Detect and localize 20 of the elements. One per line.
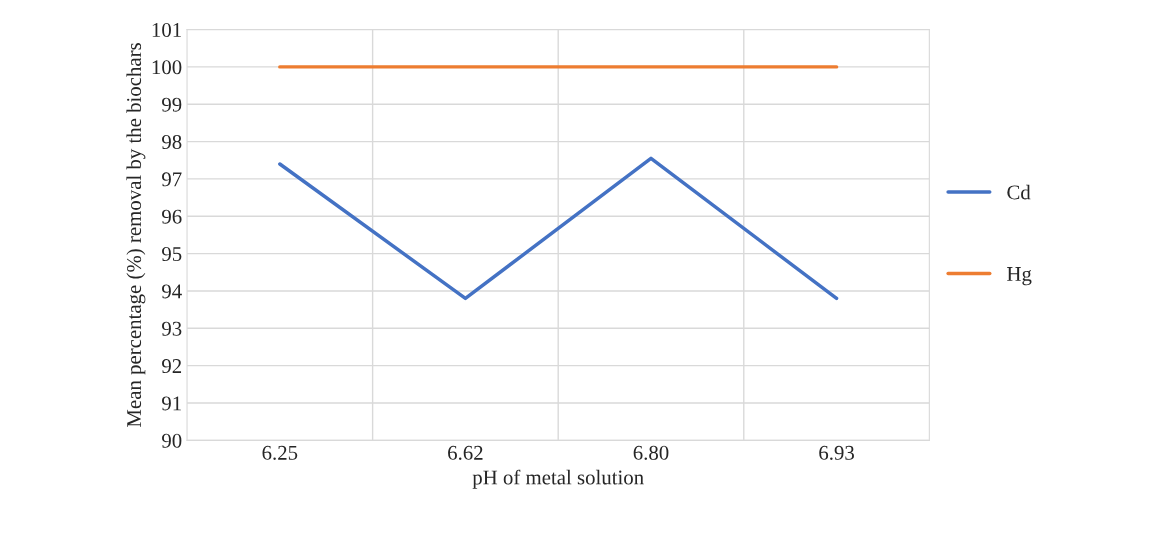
y-tick-label: 100 xyxy=(152,60,182,75)
y-tick-label: 94 xyxy=(162,284,182,299)
x-axis-title: pH of metal solution xyxy=(472,469,644,489)
y-tick-label: 92 xyxy=(162,359,182,374)
y-tick-label: 93 xyxy=(162,321,182,336)
x-tick-label: 6.25 xyxy=(262,445,298,460)
y-tick-label: 96 xyxy=(162,209,182,224)
y-axis-title: Mean percentage (%) removal by the biochars xyxy=(126,43,146,427)
x-tick-label: 6.62 xyxy=(448,445,483,460)
x-tick-label: 6.93 xyxy=(819,445,854,460)
y-tick-label: 95 xyxy=(162,247,182,262)
legend-label: Hg xyxy=(1007,267,1032,286)
legend-label: Cd xyxy=(1007,184,1031,200)
y-tick-label: 90 xyxy=(162,433,182,448)
y-tick-label: 101 xyxy=(152,22,181,37)
x-tick-label: 6.80 xyxy=(633,445,669,460)
y-tick-label: 91 xyxy=(162,396,181,411)
y-tick-label: 97 xyxy=(162,172,182,187)
y-tick-label: 98 xyxy=(162,134,182,150)
y-tick-label: 99 xyxy=(162,97,182,112)
